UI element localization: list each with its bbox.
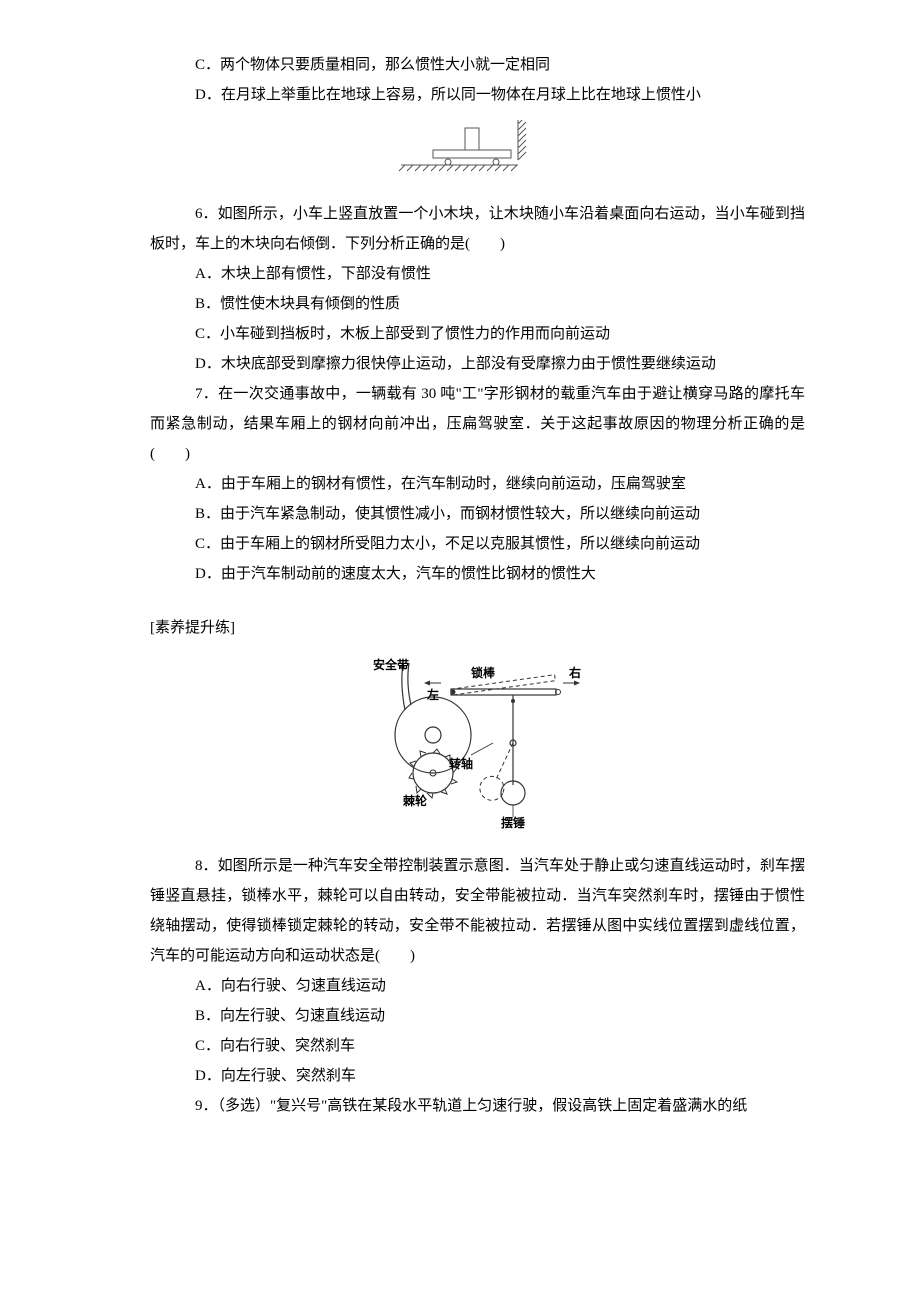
q8-opt-c: C．向右行驶、突然刹车	[150, 1031, 805, 1061]
q9-stem: 9．（多选）"复兴号"高铁在某段水平轨道上匀速行驶，假设高铁上固定着盛满水的纸	[150, 1091, 805, 1121]
label-pendulum: 摆锤	[501, 815, 525, 830]
q8-stem: 8．如图所示是一种汽车安全带控制装置示意图．当汽车处于静止或匀速直线运动时，刹车…	[150, 851, 805, 971]
label-axle: 转轴	[448, 756, 472, 771]
section-header: [素养提升练]	[150, 613, 805, 643]
q7-opt-b: B．由于汽车紧急制动，使其惯性减小，而钢材惯性较大，所以继续向前运动	[150, 499, 805, 529]
q8-opt-b: B．向左行驶、匀速直线运动	[150, 1001, 805, 1031]
q8-opt-a: A．向右行驶、匀速直线运动	[150, 971, 805, 1001]
q6-stem: 6．如图所示，小车上竖直放置一个小木块，让木块随小车沿着桌面向右运动，当小车碰到…	[150, 199, 805, 259]
q8-figure: 安全带 锁棒 左 右 转轴 棘轮 摆锤	[150, 655, 805, 841]
label-right: 右	[568, 665, 581, 680]
cart-block-icon	[393, 120, 563, 178]
q6-opt-b: B．惯性使木块具有倾倒的性质	[150, 289, 805, 319]
q5-opt-d: D．在月球上举重比在地球上容易，所以同一物体在月球上比在地球上惯性小	[150, 80, 805, 110]
q7-stem: 7．在一次交通事故中，一辆载有 30 吨"工"字形钢材的载重汽车由于避让横穿马路…	[150, 379, 805, 469]
q8-opt-d: D．向左行驶、突然刹车	[150, 1061, 805, 1091]
q7-opt-a: A．由于车厢上的钢材有惯性，在汽车制动时，继续向前运动，压扁驾驶室	[150, 469, 805, 499]
label-ratchet: 棘轮	[403, 793, 428, 808]
label-belt: 安全带	[373, 657, 409, 672]
label-lockrod: 锁棒	[471, 665, 496, 680]
seatbelt-mechanism-icon: 安全带 锁棒 左 右 转轴 棘轮 摆锤	[353, 655, 603, 830]
q7-opt-c: C．由于车厢上的钢材所受阻力太小，不足以克服其惯性，所以继续向前运动	[150, 529, 805, 559]
q6-figure	[150, 120, 805, 189]
q5-opt-c: C．两个物体只要质量相同，那么惯性大小就一定相同	[150, 50, 805, 80]
q6-opt-c: C．小车碰到挡板时，木板上部受到了惯性力的作用而向前运动	[150, 319, 805, 349]
q7-opt-d: D．由于汽车制动前的速度太大，汽车的惯性比钢材的惯性大	[150, 559, 805, 589]
q6-opt-d: D．木块底部受到摩擦力很快停止运动，上部没有受摩擦力由于惯性要继续运动	[150, 349, 805, 379]
q6-opt-a: A．木块上部有惯性，下部没有惯性	[150, 259, 805, 289]
label-left: 左	[426, 687, 439, 702]
